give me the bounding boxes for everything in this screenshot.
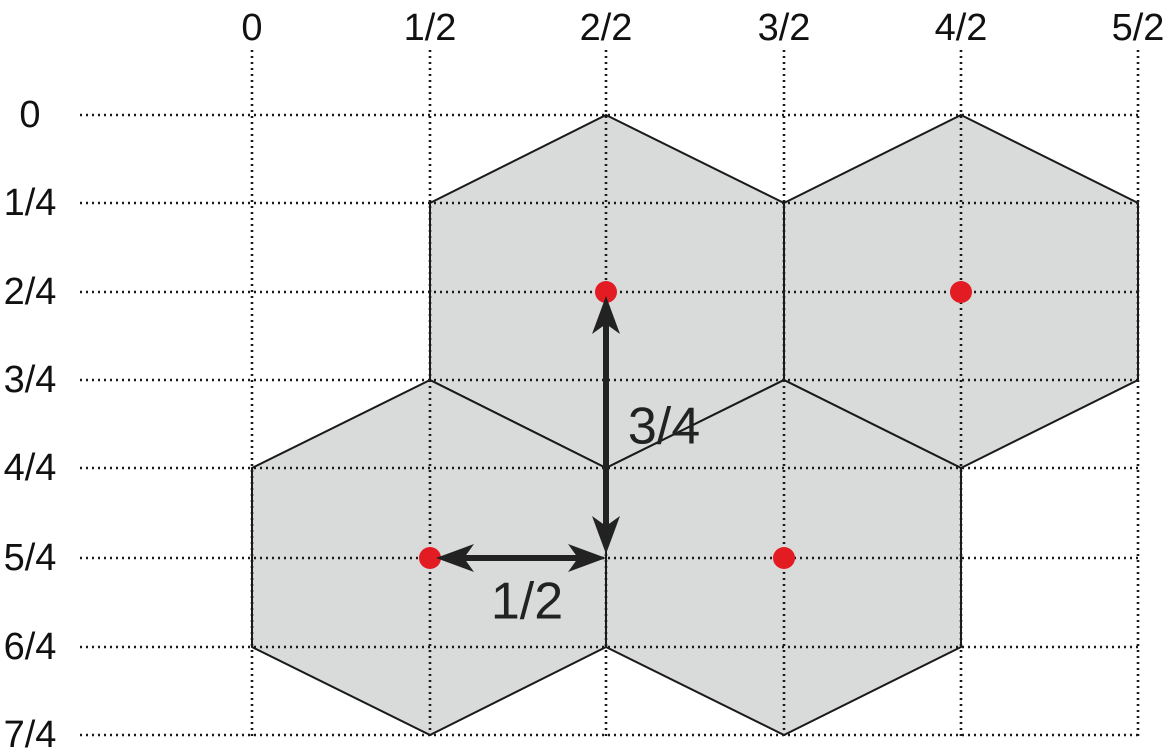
vertical-dimension-arrow-head-end	[592, 516, 620, 554]
y-tick-label-5: 5/4	[4, 537, 57, 579]
center-dot-3	[419, 547, 441, 569]
horizontal-dimension-label: 1/2	[491, 573, 563, 631]
vertical-dimension-label: 3/4	[628, 398, 700, 456]
horizontal-dimension-arrow-head-start	[436, 544, 474, 572]
center-dot-4	[773, 547, 795, 569]
y-tick-label-4: 4/4	[4, 447, 57, 489]
center-dot-1	[595, 281, 617, 303]
x-tick-label-2: 2/2	[580, 7, 633, 49]
y-tick-label-0: 0	[19, 94, 40, 136]
y-tick-label-1: 1/4	[4, 182, 57, 224]
x-tick-label-4: 4/2	[935, 7, 988, 49]
axis-label-layer: 0 1/2 2/2 3/2 4/2 5/2 0 1/4 2/4 3/4 4/4 5/4 6/4 7/4 3/…	[4, 7, 1165, 750]
center-dot-2	[950, 281, 972, 303]
vertical-dimension-arrow	[592, 296, 620, 554]
horizontal-dimension-arrow-head-end	[568, 544, 606, 572]
x-tick-label-1: 1/2	[404, 7, 457, 49]
center-dot-layer	[419, 281, 972, 569]
x-tick-label-3: 3/2	[758, 7, 811, 49]
y-tick-label-3: 3/4	[4, 359, 57, 401]
x-tick-label-0: 0	[241, 7, 262, 49]
y-tick-label-7: 7/4	[4, 714, 57, 750]
vertical-dimension-arrow-head-start	[592, 296, 620, 334]
dimension-arrow-layer	[436, 296, 620, 572]
x-tick-label-5: 5/2	[1112, 7, 1165, 49]
y-tick-label-2: 2/4	[4, 271, 57, 313]
y-tick-label-6: 6/4	[4, 626, 57, 668]
horizontal-dimension-arrow	[436, 544, 606, 572]
